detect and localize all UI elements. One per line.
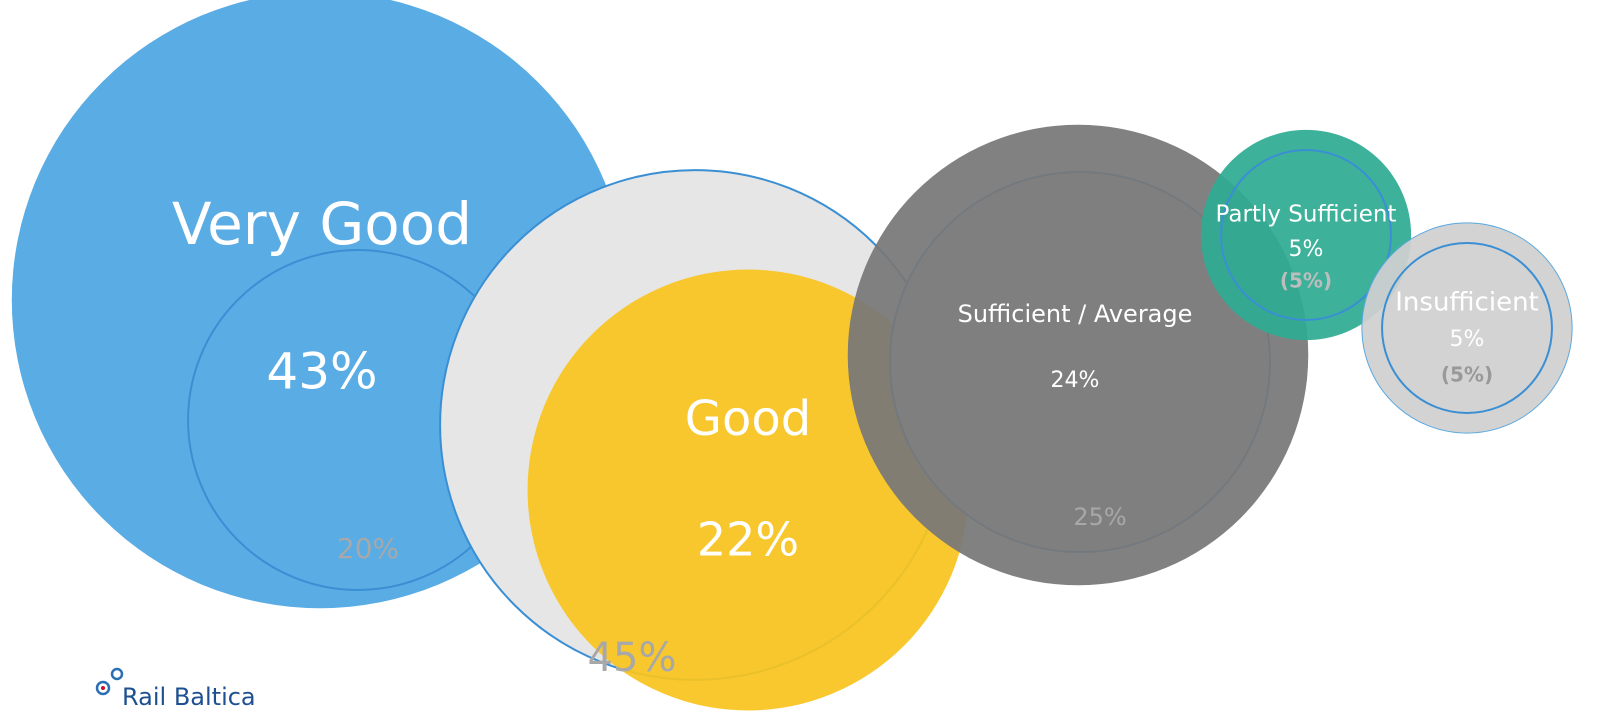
category-label: Partly Sufficient: [1216, 202, 1397, 228]
value-label: 24%: [1051, 368, 1100, 393]
category-label: Very Good: [172, 190, 472, 258]
previous-label: 25%: [1073, 503, 1126, 531]
previous-bubble: [1220, 149, 1392, 321]
logo: Rail Baltica: [95, 667, 256, 711]
bubble: [847, 124, 1309, 586]
bubble: [1200, 129, 1412, 341]
previous-label: (5%): [1280, 269, 1332, 293]
previous-label: (5%): [1441, 363, 1493, 387]
bubble: [1361, 222, 1573, 434]
previous-bubble: [1381, 242, 1553, 414]
value-label: 43%: [266, 343, 377, 401]
category-label: Sufficient / Average: [958, 300, 1193, 328]
logo-icon: [110, 667, 124, 681]
category-label: Insufficient: [1395, 288, 1539, 318]
logo-icon: [95, 680, 111, 696]
category-label: Good: [685, 391, 811, 447]
value-label: 22%: [697, 513, 799, 567]
logo-text: Rail Baltica: [122, 683, 256, 711]
previous-label: 45%: [588, 635, 677, 681]
value-label: 5%: [1450, 327, 1485, 352]
previous-label: 20%: [337, 532, 399, 565]
value-label: 5%: [1289, 237, 1324, 262]
logo-icon: [101, 686, 105, 690]
